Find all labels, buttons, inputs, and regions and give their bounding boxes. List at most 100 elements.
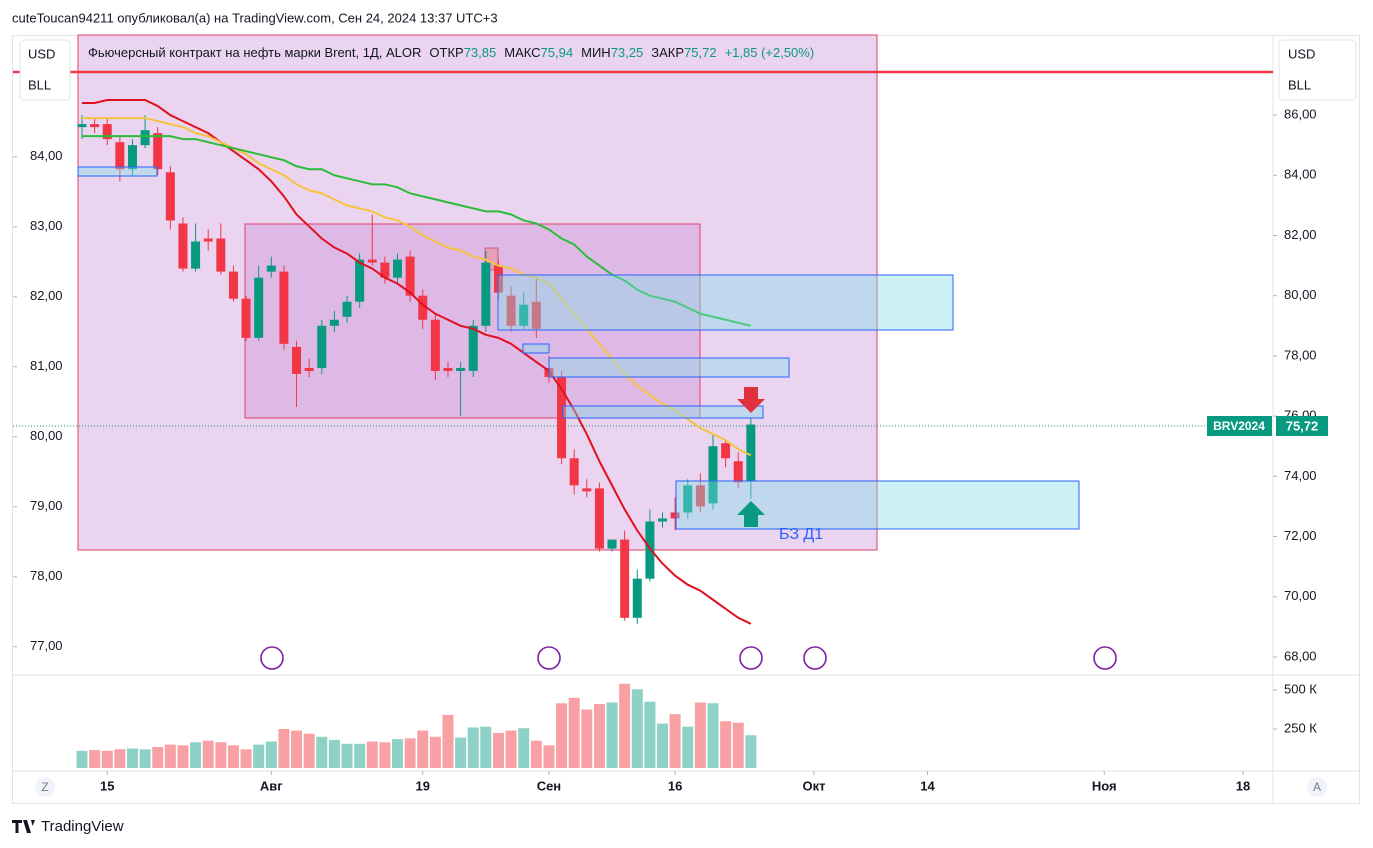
volume-bar xyxy=(202,740,214,768)
candle-body xyxy=(683,485,693,513)
y2-tick-label: 79,00 xyxy=(30,498,63,513)
candle-body xyxy=(594,488,604,549)
candle-body xyxy=(557,376,567,459)
y-tick-label: 86,00 xyxy=(1284,107,1317,122)
event-icon[interactable] xyxy=(739,646,763,670)
scale-button[interactable] xyxy=(35,777,55,797)
volume-bar xyxy=(278,729,290,768)
volume-bar xyxy=(518,728,530,768)
moving-average xyxy=(82,135,752,327)
y-tick-label: 84,00 xyxy=(1284,167,1317,182)
event-icons xyxy=(260,646,1117,670)
candle-body xyxy=(77,124,87,128)
zone xyxy=(77,166,158,177)
volume-bar xyxy=(543,745,555,768)
event-icon[interactable] xyxy=(537,646,561,670)
volume-bar xyxy=(114,749,126,768)
x-tick-label: 15 xyxy=(100,778,114,793)
brand-logo xyxy=(12,820,35,833)
candle-body xyxy=(279,271,289,344)
candle-body xyxy=(531,301,541,329)
volume-bar xyxy=(291,730,303,768)
candle-body xyxy=(430,319,440,371)
candle-body xyxy=(367,259,377,263)
candle-body xyxy=(746,424,756,481)
volume-bar xyxy=(429,736,441,768)
range-box xyxy=(77,34,878,551)
volume-bar xyxy=(366,741,378,768)
moving-average xyxy=(82,117,752,457)
event-icon[interactable] xyxy=(803,646,827,670)
candle-body xyxy=(721,443,731,459)
y2-tick-label: 77,00 xyxy=(30,638,63,653)
candle-body xyxy=(329,319,339,326)
volume-bar xyxy=(644,701,656,768)
candle-body xyxy=(620,539,630,618)
zone xyxy=(522,343,550,354)
volume-bar xyxy=(682,726,694,768)
volume-bar xyxy=(316,736,328,768)
volume-bar xyxy=(126,748,138,768)
x-tick-label: Авг xyxy=(260,778,283,793)
candle-body xyxy=(658,518,668,522)
scale-button[interactable] xyxy=(1307,777,1327,797)
candle-body xyxy=(607,539,617,549)
moving-average xyxy=(82,99,752,625)
candle-body xyxy=(153,133,163,170)
candle-body xyxy=(456,367,466,371)
candle-body xyxy=(241,298,251,338)
y2-tick-label: 83,00 xyxy=(30,218,63,233)
candle-body xyxy=(481,262,491,326)
candle-body xyxy=(342,301,352,317)
volume-bar xyxy=(265,741,277,768)
volume-bar xyxy=(152,746,164,768)
volume-bar xyxy=(657,723,669,768)
volume-bar xyxy=(505,730,517,768)
volume-bar xyxy=(341,743,353,768)
currency-box[interactable] xyxy=(1278,39,1357,101)
candle-body xyxy=(165,172,175,221)
event-icon[interactable] xyxy=(260,646,284,670)
volume-bar xyxy=(480,726,492,768)
candle-body xyxy=(708,446,718,504)
y-tick-label: 68,00 xyxy=(1284,648,1317,663)
candle-body xyxy=(582,488,592,492)
volume-bar xyxy=(76,750,88,768)
volume-bar xyxy=(417,730,429,768)
candle-body xyxy=(670,512,680,519)
volume-bar xyxy=(240,749,252,768)
candle-body xyxy=(506,295,516,326)
volume-bar xyxy=(720,721,732,768)
x-tick-label: 16 xyxy=(668,778,682,793)
volume-bar xyxy=(164,744,176,768)
volume-tick-label: 500 К xyxy=(1284,681,1317,696)
candle-body xyxy=(191,241,201,269)
volume-bar xyxy=(455,737,467,768)
volume-tick-label: 250 К xyxy=(1284,720,1317,735)
volume-bar xyxy=(89,750,101,768)
volume-bar xyxy=(745,735,757,768)
price-tag-text: 75,72 xyxy=(1286,418,1319,433)
zone xyxy=(675,480,1080,530)
currency-box[interactable] xyxy=(19,39,71,101)
candle-body xyxy=(380,262,390,278)
unit: BLL xyxy=(28,77,51,92)
scale-button-label: A xyxy=(1313,780,1321,794)
candle-body xyxy=(216,238,226,272)
arrow-down xyxy=(737,387,765,413)
x-tick-label: Сен xyxy=(537,778,561,793)
volume-bar xyxy=(354,743,366,768)
event-icon[interactable] xyxy=(1093,646,1117,670)
candle-body xyxy=(140,130,150,146)
volume-bar xyxy=(215,742,227,768)
candle-body xyxy=(733,461,743,483)
candle-body xyxy=(102,124,112,140)
y-tick-label: 72,00 xyxy=(1284,528,1317,543)
volume-bar xyxy=(530,740,542,768)
volume-bar xyxy=(442,714,454,768)
candle-body xyxy=(355,259,365,302)
currency: USD xyxy=(1288,46,1315,61)
plot xyxy=(76,99,757,768)
candle-body xyxy=(405,256,415,296)
volume-bar xyxy=(227,745,239,768)
